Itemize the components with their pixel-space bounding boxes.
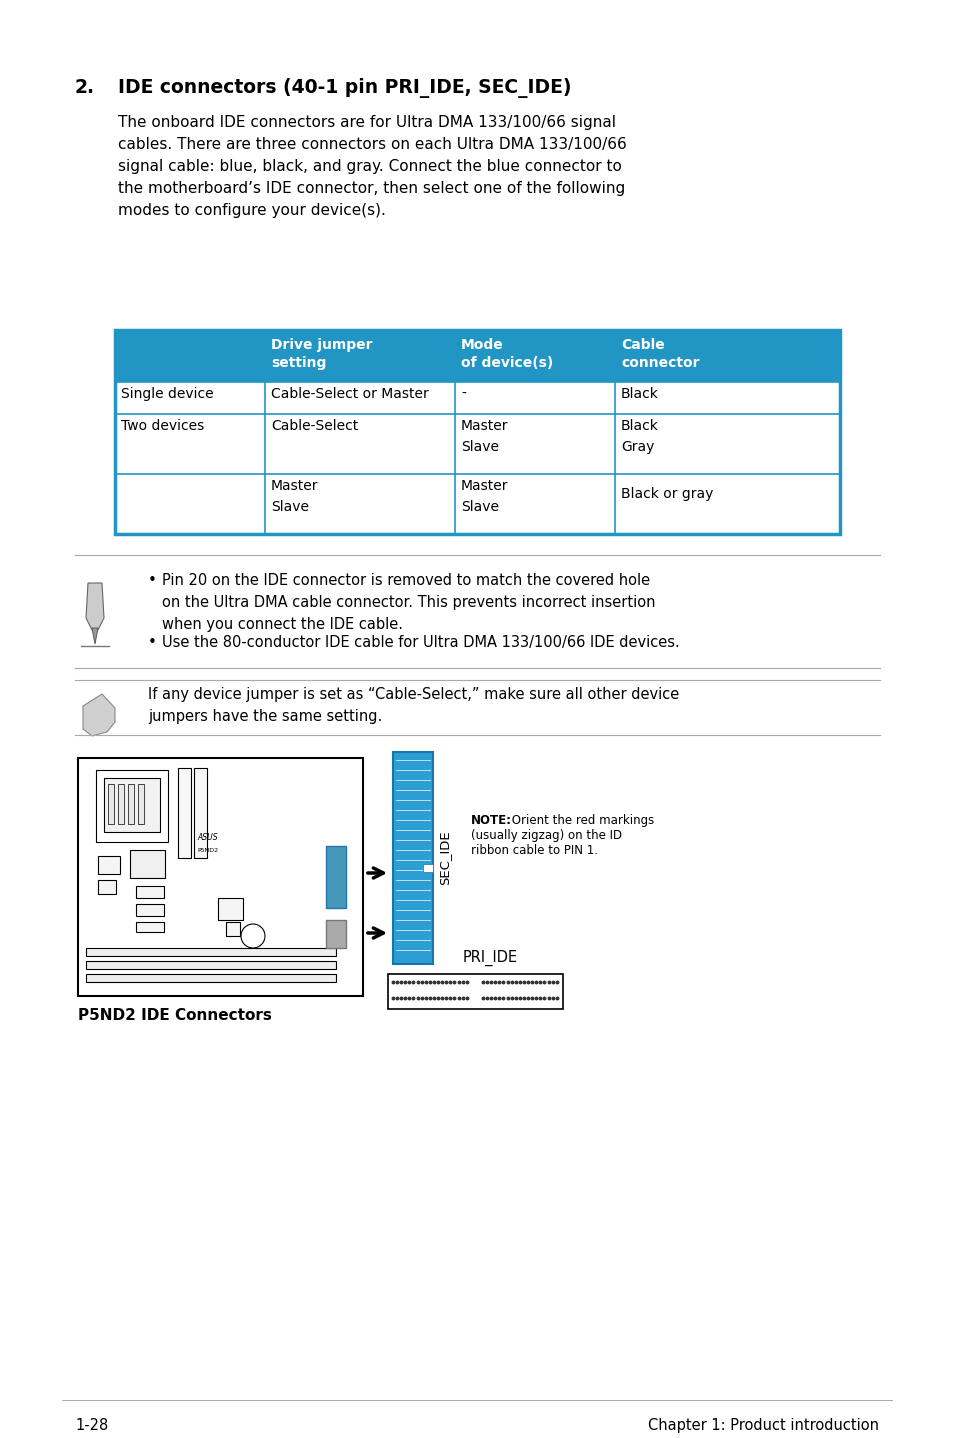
Text: Gray: Gray <box>620 440 654 454</box>
Text: •: • <box>148 572 156 588</box>
Bar <box>136 905 164 916</box>
Text: SEC_IDE: SEC_IDE <box>438 831 451 886</box>
Bar <box>98 880 116 894</box>
Text: 2.: 2. <box>75 78 95 96</box>
Text: Master: Master <box>460 418 508 433</box>
Text: Cable-Select or Master: Cable-Select or Master <box>271 387 428 401</box>
Text: Slave: Slave <box>460 440 498 454</box>
Text: Two devices: Two devices <box>121 418 204 433</box>
Text: (usually zigzag) on the ID: (usually zigzag) on the ID <box>471 828 621 843</box>
Polygon shape <box>83 695 115 736</box>
Bar <box>86 948 335 956</box>
Bar <box>136 922 164 932</box>
Text: jumpers have the same setting.: jumpers have the same setting. <box>148 709 382 723</box>
Text: Master: Master <box>460 479 508 493</box>
Bar <box>218 897 243 920</box>
Circle shape <box>241 925 265 948</box>
Bar <box>130 850 165 879</box>
Bar <box>178 768 191 858</box>
Bar <box>86 961 335 969</box>
Text: P5ND2: P5ND2 <box>197 847 218 853</box>
Text: signal cable: blue, black, and gray. Connect the blue connector to: signal cable: blue, black, and gray. Con… <box>118 160 621 174</box>
Text: Black: Black <box>620 387 659 401</box>
Text: 1-28: 1-28 <box>75 1418 108 1434</box>
Bar <box>388 974 562 1009</box>
Bar <box>108 784 113 824</box>
Text: ribbon cable to PIN 1.: ribbon cable to PIN 1. <box>471 844 598 857</box>
Bar <box>326 920 346 948</box>
Text: Slave: Slave <box>271 500 309 513</box>
Text: P5ND2 IDE Connectors: P5ND2 IDE Connectors <box>78 1008 272 1022</box>
Text: Single device: Single device <box>121 387 213 401</box>
Bar <box>96 769 168 843</box>
Text: •: • <box>148 636 156 650</box>
Bar <box>128 784 133 824</box>
Text: The onboard IDE connectors are for Ultra DMA 133/100/66 signal: The onboard IDE connectors are for Ultra… <box>118 115 616 129</box>
Bar <box>138 784 144 824</box>
Text: modes to configure your device(s).: modes to configure your device(s). <box>118 203 385 219</box>
Text: Cable
connector: Cable connector <box>620 338 699 371</box>
Bar <box>115 329 840 533</box>
Text: -: - <box>460 387 465 401</box>
Text: on the Ultra DMA cable connector. This prevents incorrect insertion: on the Ultra DMA cable connector. This p… <box>162 595 655 610</box>
Text: when you connect the IDE cable.: when you connect the IDE cable. <box>162 617 402 631</box>
Text: Chapter 1: Product introduction: Chapter 1: Product introduction <box>647 1418 878 1434</box>
Bar <box>326 846 346 907</box>
Bar <box>78 758 363 997</box>
Bar <box>226 922 240 936</box>
Text: Black or gray: Black or gray <box>620 487 713 500</box>
Bar <box>86 974 335 982</box>
Text: the motherboard’s IDE connector, then select one of the following: the motherboard’s IDE connector, then se… <box>118 181 624 196</box>
Text: Black: Black <box>620 418 659 433</box>
Text: Master: Master <box>271 479 318 493</box>
Bar <box>98 856 120 874</box>
Text: cables. There are three connectors on each Ultra DMA 133/100/66: cables. There are three connectors on ea… <box>118 137 626 152</box>
Polygon shape <box>91 628 98 644</box>
Bar <box>393 752 433 963</box>
Bar <box>422 864 433 871</box>
Bar <box>115 329 840 383</box>
Text: Cable-Select: Cable-Select <box>271 418 358 433</box>
Bar <box>136 886 164 897</box>
Text: PRI_IDE: PRI_IDE <box>462 949 517 966</box>
Text: Orient the red markings: Orient the red markings <box>507 814 654 827</box>
Text: Slave: Slave <box>460 500 498 513</box>
Text: IDE connectors (40-1 pin PRI_IDE, SEC_IDE): IDE connectors (40-1 pin PRI_IDE, SEC_ID… <box>118 78 571 98</box>
Text: NOTE:: NOTE: <box>471 814 512 827</box>
Polygon shape <box>86 582 104 630</box>
Text: Use the 80-conductor IDE cable for Ultra DMA 133/100/66 IDE devices.: Use the 80-conductor IDE cable for Ultra… <box>162 636 679 650</box>
Text: Pin 20 on the IDE connector is removed to match the covered hole: Pin 20 on the IDE connector is removed t… <box>162 572 649 588</box>
Text: Drive jumper
setting: Drive jumper setting <box>271 338 372 371</box>
Text: Mode
of device(s): Mode of device(s) <box>460 338 553 371</box>
Bar <box>193 768 207 858</box>
Text: If any device jumper is set as “Cable-Select,” make sure all other device: If any device jumper is set as “Cable-Se… <box>148 687 679 702</box>
Text: ASUS: ASUS <box>197 834 218 843</box>
Bar <box>118 784 124 824</box>
Bar <box>104 778 160 833</box>
